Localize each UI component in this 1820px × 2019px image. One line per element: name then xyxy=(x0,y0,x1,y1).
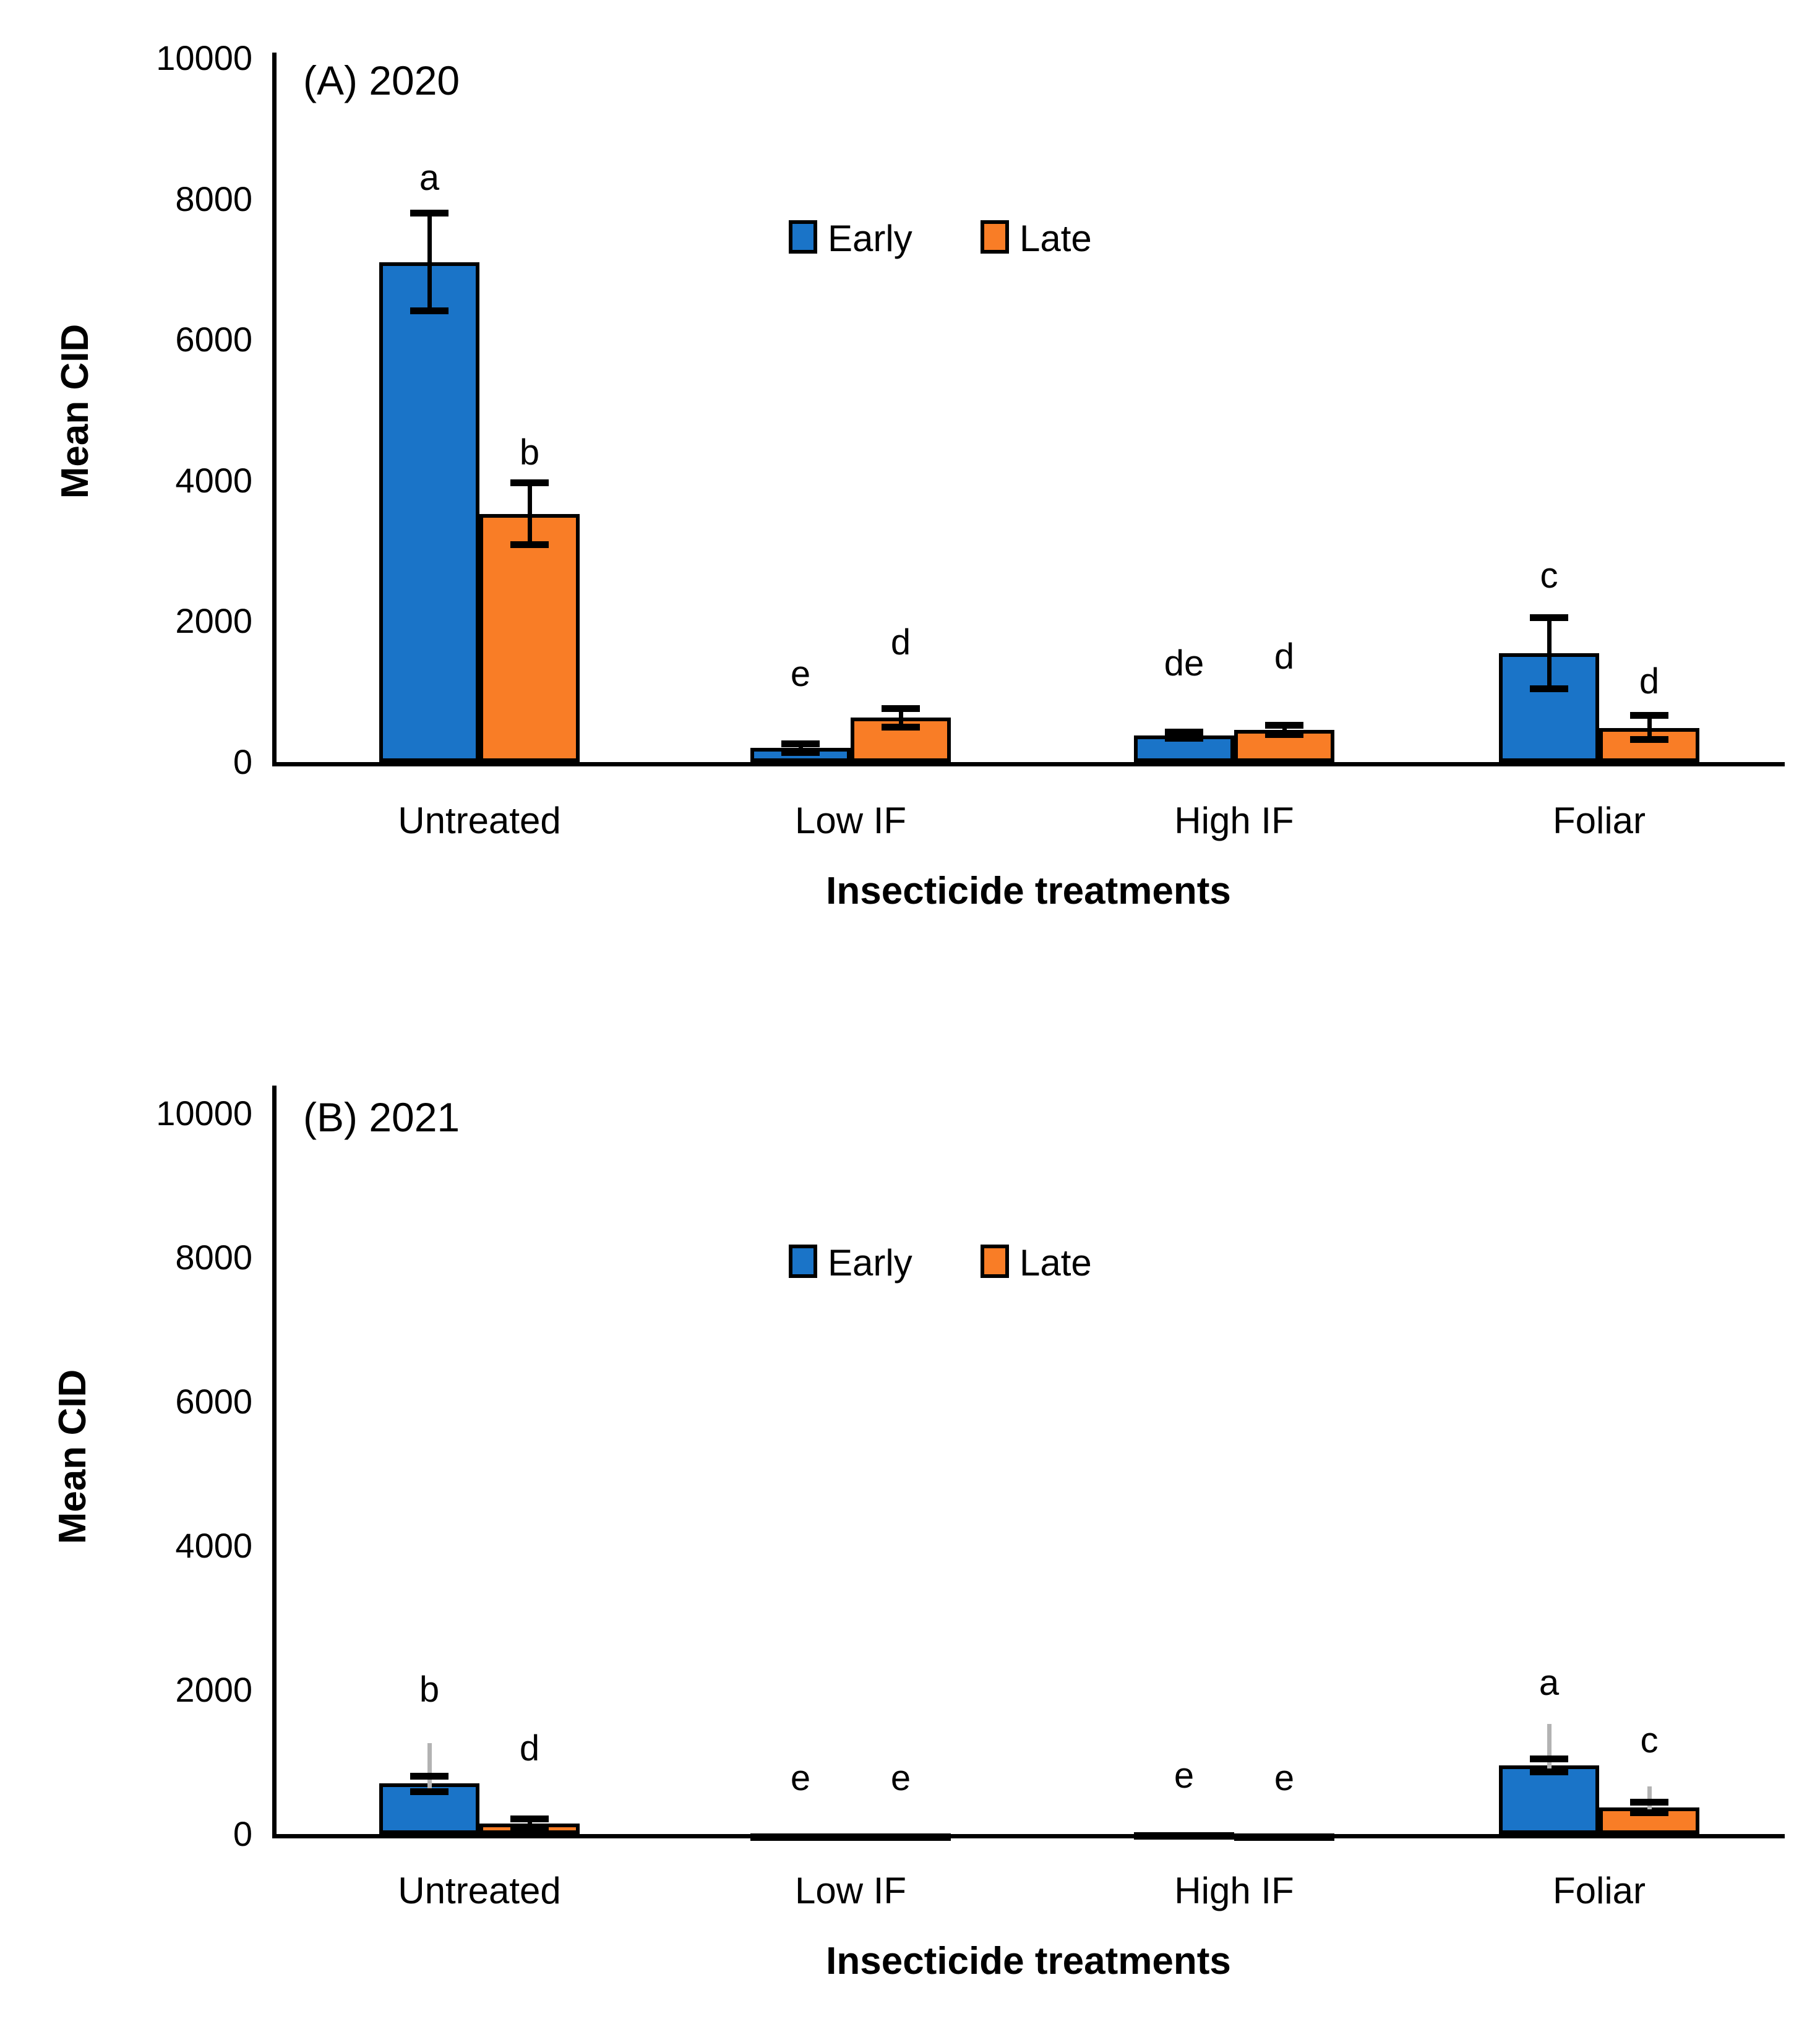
error-cap-top xyxy=(882,705,920,712)
significance-letter: c xyxy=(1540,555,1558,596)
significance-letter: e xyxy=(790,1758,811,1799)
significance-letter: e xyxy=(790,654,811,695)
error-cap-bottom xyxy=(510,541,549,548)
significance-letter: c xyxy=(1640,1720,1659,1760)
error-cap-bottom xyxy=(1630,1809,1668,1816)
error-cap-bottom xyxy=(1265,731,1303,738)
significance-letter: de xyxy=(1164,643,1204,684)
error-cap-top xyxy=(410,209,449,216)
legend-label-late: Late xyxy=(1019,1242,1092,1284)
error-cap-top xyxy=(1265,721,1303,729)
error-cap-bottom xyxy=(1530,685,1568,693)
panel-title: (B) 2021 xyxy=(303,1094,460,1140)
error-cap-top xyxy=(1165,729,1203,736)
error-cap-bottom xyxy=(1165,735,1203,742)
significance-letter: a xyxy=(1539,1663,1560,1704)
x-category-label: Foliar xyxy=(1552,800,1646,841)
significance-letter: d xyxy=(1274,636,1295,677)
bar-untreated-early xyxy=(379,262,479,762)
legend-label-early: Early xyxy=(828,1242,912,1284)
y-tick-label: 0 xyxy=(233,742,252,781)
x-category-label: Low IF xyxy=(794,800,907,841)
x-category-label: High IF xyxy=(1174,800,1294,841)
error-whisker xyxy=(898,708,903,727)
error-whisker-gray xyxy=(1547,1723,1552,1772)
error-whisker xyxy=(527,482,532,545)
x-axis-title: Insecticide treatments xyxy=(826,1940,1231,1983)
error-cap-top xyxy=(1630,1799,1668,1806)
y-tick-label: 2000 xyxy=(175,1670,252,1709)
legend-swatch-early xyxy=(789,220,817,254)
y-axis-title: Mean CID xyxy=(54,324,97,499)
error-cap-bottom xyxy=(410,1788,449,1795)
x-category-label: Untreated xyxy=(398,1870,561,1911)
legend-label-late: Late xyxy=(1019,218,1092,259)
y-tick-label: 8000 xyxy=(175,1238,252,1277)
bar-foliar-early xyxy=(1499,1765,1599,1834)
legend-swatch-late xyxy=(981,220,1009,254)
error-whisker xyxy=(1547,617,1552,689)
error-cap-bottom xyxy=(1530,1768,1568,1776)
y-tick-label: 6000 xyxy=(175,1382,252,1421)
bar-untreated-late xyxy=(479,514,580,762)
y-tick-label: 6000 xyxy=(175,320,252,359)
significance-letter: b xyxy=(419,1669,440,1710)
error-whisker xyxy=(1647,715,1652,740)
y-tick-label: 4000 xyxy=(175,1526,252,1565)
legend-swatch-early xyxy=(789,1245,817,1278)
significance-letter: e xyxy=(890,1758,911,1799)
y-axis-line xyxy=(272,53,277,766)
error-whisker xyxy=(527,1819,532,1828)
significance-letter: e xyxy=(1274,1758,1295,1799)
significance-letter: d xyxy=(519,1728,540,1769)
y-tick-label: 8000 xyxy=(175,179,252,218)
error-whisker xyxy=(427,213,432,311)
y-axis-line xyxy=(272,1086,277,1838)
significance-letter: d xyxy=(1639,661,1660,701)
x-category-label: Foliar xyxy=(1552,1870,1646,1911)
x-category-label: Untreated xyxy=(398,800,561,841)
error-cap-bottom xyxy=(781,748,820,756)
error-cap-top xyxy=(1530,1755,1568,1763)
error-cap-top xyxy=(510,479,549,486)
significance-letter: d xyxy=(890,622,911,662)
significance-letter: a xyxy=(419,157,440,198)
error-cap-bottom xyxy=(882,723,920,731)
y-tick-label: 4000 xyxy=(175,460,252,500)
error-cap-bottom xyxy=(410,307,449,315)
error-cap-bottom xyxy=(1630,736,1668,744)
y-tick-label: 0 xyxy=(233,1814,252,1853)
panel-title: (A) 2020 xyxy=(303,58,460,103)
significance-letter: b xyxy=(519,432,540,473)
y-tick-label: 2000 xyxy=(175,601,252,641)
x-axis-title: Insecticide treatments xyxy=(826,870,1231,912)
error-whisker xyxy=(1282,725,1287,735)
y-tick-label: 10000 xyxy=(156,1094,252,1133)
x-axis-line xyxy=(272,762,1785,766)
x-category-label: High IF xyxy=(1174,1870,1294,1911)
y-tick-label: 10000 xyxy=(156,38,252,77)
error-cap-bottom xyxy=(510,1824,549,1831)
error-cap-top xyxy=(781,740,820,747)
error-cap-top xyxy=(410,1773,449,1780)
x-category-label: Low IF xyxy=(794,1870,907,1911)
significance-letter: e xyxy=(1174,1755,1195,1796)
legend-label-early: Early xyxy=(828,218,912,259)
y-axis-title: Mean CID xyxy=(51,1369,94,1545)
error-cap-top xyxy=(1630,712,1668,719)
error-whisker-gray xyxy=(427,1743,432,1792)
error-cap-top xyxy=(510,1815,549,1823)
legend-swatch-late xyxy=(981,1245,1009,1278)
error-cap-top xyxy=(1530,614,1568,622)
x-axis-line xyxy=(272,1834,1785,1838)
error-whisker xyxy=(798,744,803,753)
